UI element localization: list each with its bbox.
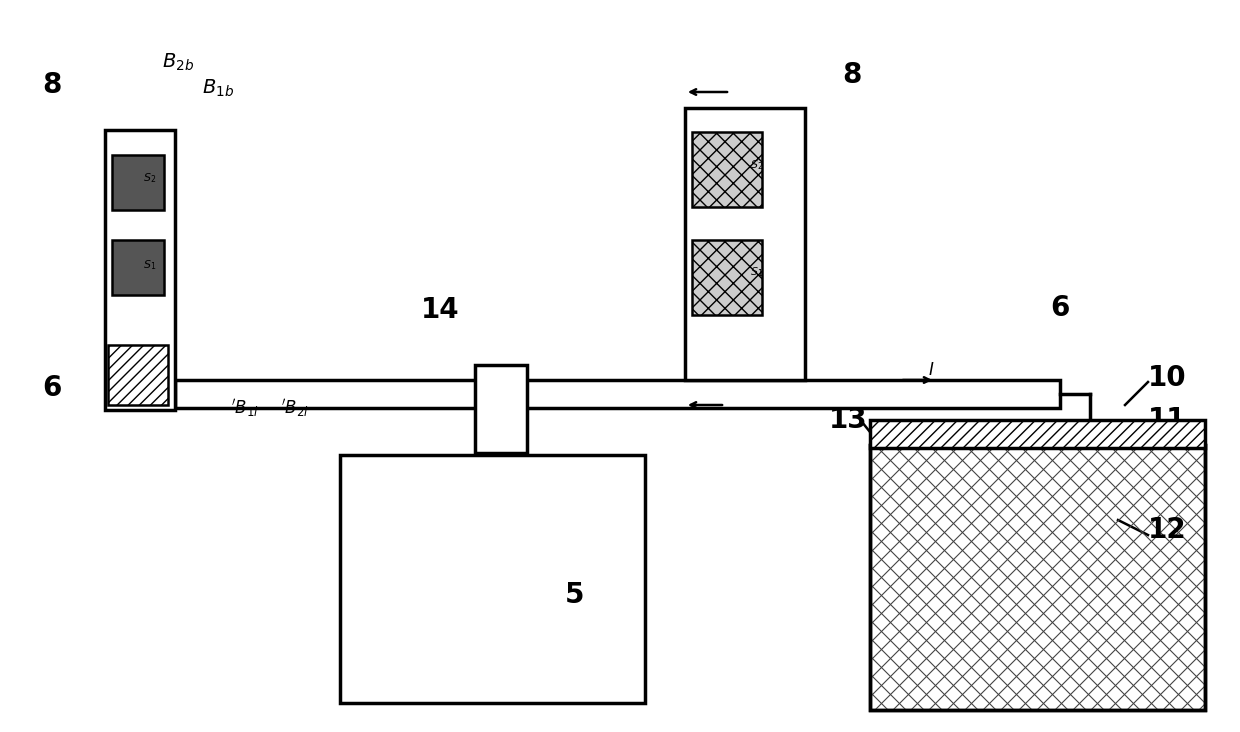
- Text: 11: 11: [1148, 406, 1187, 434]
- Text: 14: 14: [420, 296, 459, 324]
- Bar: [692, 240, 763, 315]
- Text: $I$: $I$: [928, 361, 935, 379]
- Bar: [340, 455, 645, 703]
- Text: 5: 5: [565, 581, 585, 609]
- Bar: [112, 155, 164, 210]
- Text: $'B_{2l}$: $'B_{2l}$: [281, 397, 309, 419]
- Bar: [105, 130, 175, 410]
- Text: 6: 6: [42, 374, 62, 402]
- Bar: [475, 365, 527, 453]
- Bar: [870, 445, 1205, 710]
- Bar: [692, 132, 763, 207]
- Text: 6: 6: [1050, 294, 1070, 322]
- Text: $S_1$: $S_1$: [750, 265, 764, 279]
- Text: 8: 8: [42, 71, 62, 99]
- Text: 12: 12: [1148, 516, 1187, 544]
- Text: 8: 8: [842, 61, 862, 89]
- Text: $B_{2b}$: $B_{2b}$: [162, 51, 193, 72]
- Text: $'B_{1l}$: $'B_{1l}$: [231, 397, 259, 419]
- Bar: [108, 345, 167, 405]
- Text: $S_1$: $S_1$: [143, 258, 156, 272]
- Text: $S_2$: $S_2$: [143, 171, 156, 185]
- Text: $S_2$: $S_2$: [750, 158, 763, 172]
- Text: 13: 13: [828, 406, 867, 434]
- Text: 10: 10: [1148, 364, 1187, 392]
- Bar: [684, 108, 805, 380]
- Bar: [175, 380, 1060, 408]
- Bar: [870, 420, 1205, 448]
- Text: $B_{1b}$: $B_{1b}$: [202, 78, 234, 99]
- Bar: [112, 240, 164, 295]
- Bar: [870, 445, 1205, 710]
